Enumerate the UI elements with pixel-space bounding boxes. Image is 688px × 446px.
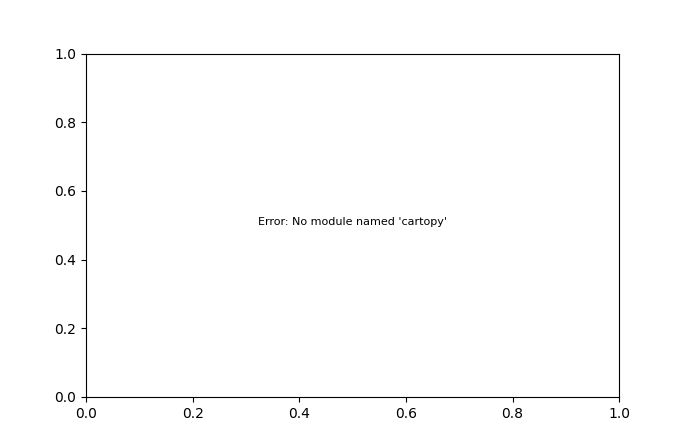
Text: Error: No module named 'cartopy': Error: No module named 'cartopy' — [258, 217, 447, 227]
